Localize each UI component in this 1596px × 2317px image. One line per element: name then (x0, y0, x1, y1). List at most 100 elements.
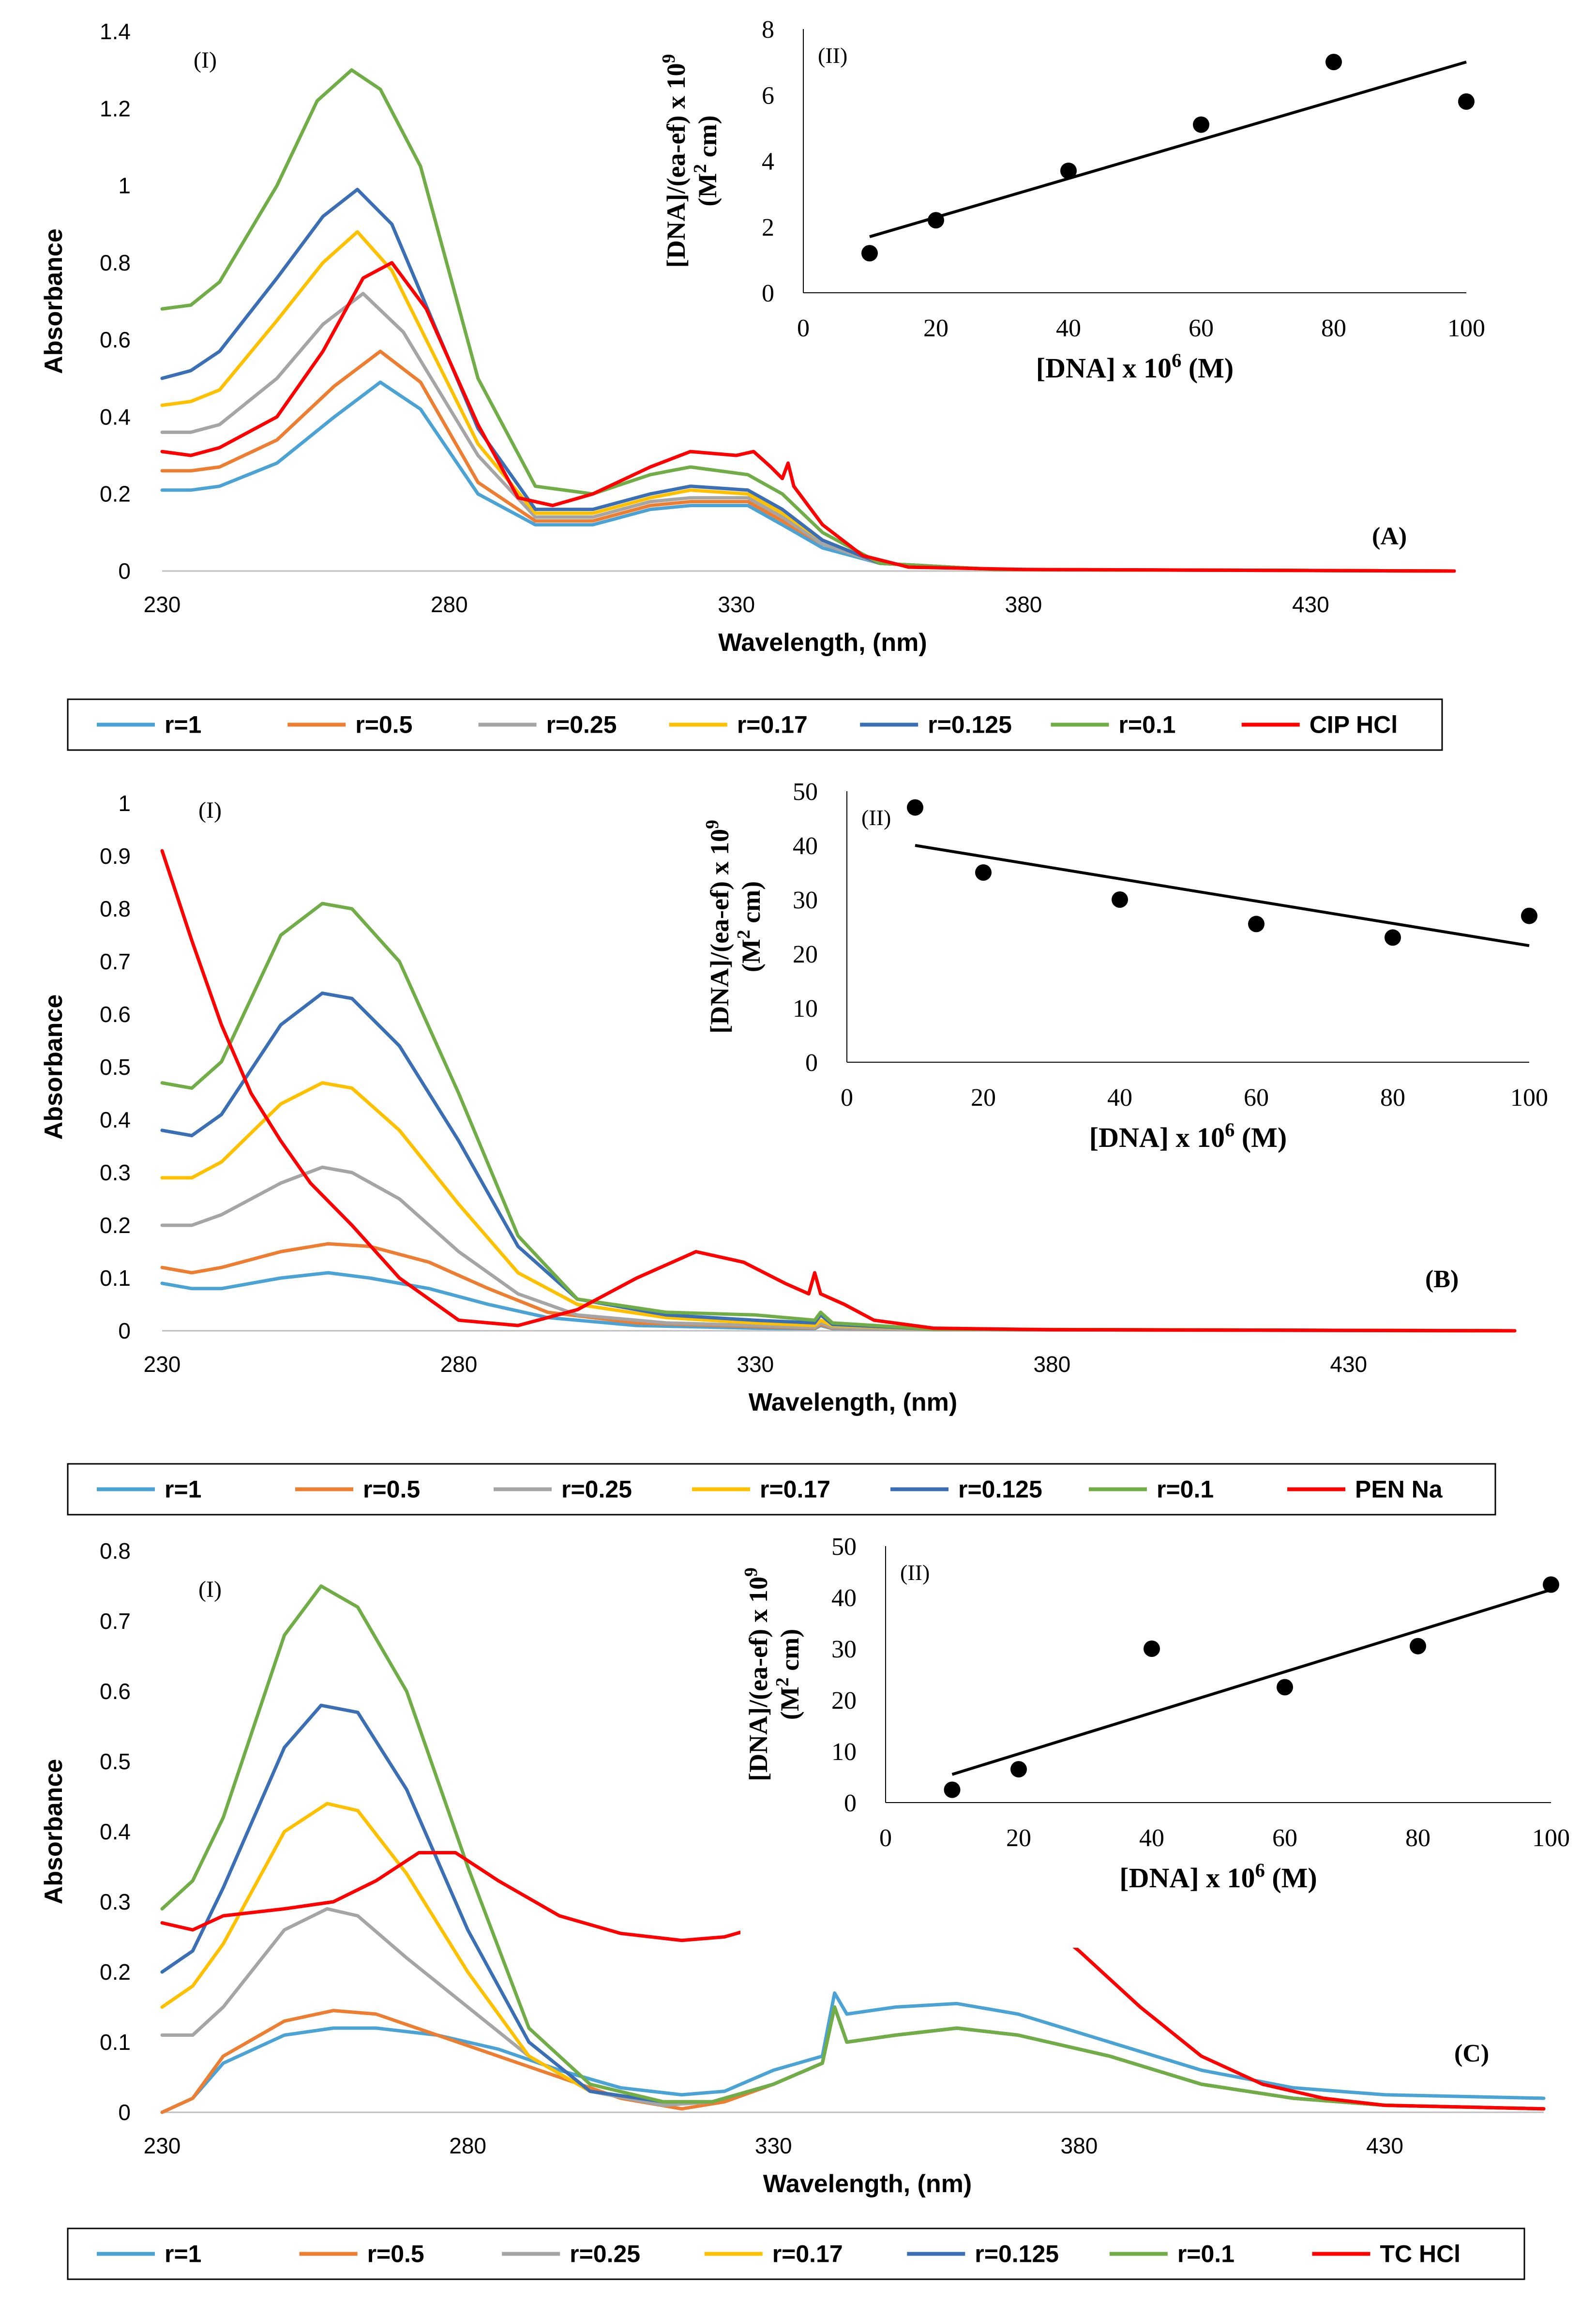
series-line-r-0-5 (160, 1242, 1517, 1333)
legend-entry-label: PEN Na (1355, 1476, 1443, 1503)
inset-x-tick-label: 0 (841, 1084, 853, 1112)
inset-x-tick-label: 40 (1139, 1824, 1164, 1852)
inset-background (658, 24, 1471, 438)
x-tick-label: 380 (1061, 2133, 1098, 2158)
inset-y-axis-title: [DNA]/(ea-ef) x 109 (741, 1567, 773, 1781)
series-line-r-0-125 (160, 188, 1456, 573)
x-axis-title: Wavelength, (nm) (718, 629, 927, 657)
inset-y-tick-label: 2 (762, 214, 774, 241)
panel-label: (B) (1425, 1265, 1459, 1293)
series-line-r-1 (160, 1991, 1546, 2114)
legend-entry-label: r=0.1 (1177, 2241, 1235, 2268)
legend-entry-label: r=0.5 (367, 2241, 424, 2268)
legend-entry-label: r=0.17 (772, 2241, 843, 2268)
legend-entry-label: r=0.5 (363, 1476, 420, 1503)
series-line-r-0-5 (160, 2005, 1546, 2114)
legend-entry-label: r=0.17 (737, 711, 808, 738)
y-tick-label: 0 (118, 2100, 131, 2125)
inset-data-point (1248, 916, 1265, 933)
inset-data-point (1112, 891, 1128, 908)
series-line-r-1 (160, 380, 1456, 573)
x-tick-label: 330 (737, 1352, 774, 1377)
main-plot-label: (I) (198, 1577, 222, 1602)
inset-y-tick-label: 20 (793, 941, 818, 968)
y-tick-label: 1.2 (100, 96, 131, 121)
series-line-r-0-1 (160, 68, 1456, 573)
y-tick-label: 0 (118, 1318, 131, 1343)
y-tick-label: 0 (118, 558, 131, 584)
inset-label: (II) (900, 1560, 930, 1585)
y-tick-label: 0.2 (100, 1213, 131, 1238)
y-tick-label: 0.5 (100, 1054, 131, 1080)
x-tick-label: 280 (431, 592, 468, 617)
legend-entry-label: r=0.5 (355, 711, 412, 738)
inset-y-tick-label: 20 (831, 1687, 857, 1715)
y-tick-label: 0.5 (100, 1749, 131, 1774)
x-tick-label: 330 (718, 592, 755, 617)
legend-entry-label: r=0.1 (1118, 711, 1175, 738)
inset-x-tick-label: 60 (1244, 1084, 1269, 1112)
x-tick-label: 230 (144, 1352, 181, 1377)
inset-x-tick-label: 20 (923, 315, 949, 342)
inset-y-axis-unit: (M2 cm) (734, 881, 766, 972)
legend-entry-label: r=0.17 (760, 1476, 830, 1503)
inset-data-point (1193, 116, 1209, 133)
inset-y-tick-label: 0 (762, 280, 774, 307)
main-plot-label: (I) (198, 797, 222, 823)
x-tick-label: 280 (449, 2133, 486, 2158)
inset-x-tick-label: 80 (1405, 1824, 1430, 1852)
inset-data-point (1010, 1761, 1027, 1778)
series-line-r-0-25 (160, 1165, 1517, 1333)
x-tick-label: 430 (1330, 1352, 1367, 1377)
inset-data-point (1144, 1640, 1160, 1657)
inset-x-axis-title: [DNA] x 106 (M) (1119, 1859, 1317, 1894)
legend-entry-label: r=0.1 (1157, 1476, 1214, 1503)
y-tick-label: 0.4 (100, 1819, 131, 1844)
y-tick-label: 0.8 (100, 896, 131, 921)
inset-data-point (1458, 93, 1475, 110)
main-plot-label: (I) (194, 47, 217, 73)
inset-y-axis-title: [DNA]/(ea-ef) x 109 (659, 54, 691, 268)
legend: r=1 r=0.5 r=0.25 r=0.17 r=0.125 r=0.1 TC HCl (67, 2227, 1525, 2280)
inset-x-tick-label: 100 (1510, 1084, 1548, 1112)
inset-plot: 0 10 20 30 40 50 0 20 40 60 80 100 (II) [DNA] x 106 (… (702, 778, 1548, 1207)
inset-data-point (861, 245, 878, 262)
y-tick-label: 1.4 (100, 19, 131, 44)
inset-x-tick-label: 60 (1272, 1824, 1297, 1852)
inset-x-tick-label: 80 (1321, 315, 1346, 342)
inset-x-tick-label: 100 (1532, 1824, 1570, 1852)
inset-y-tick-label: 0 (844, 1790, 857, 1817)
inset-y-tick-label: 40 (793, 832, 818, 860)
inset-data-point (1543, 1576, 1559, 1593)
inset-y-tick-label: 4 (762, 148, 774, 176)
inset-y-tick-label: 8 (762, 16, 774, 44)
inset-data-point (907, 799, 923, 816)
y-axis-title: Absorbance (40, 228, 68, 374)
y-tick-label: 0.1 (100, 2030, 131, 2055)
inset-x-tick-label: 80 (1380, 1084, 1405, 1112)
x-tick-label: 430 (1366, 2133, 1403, 2158)
y-tick-label: 1 (118, 791, 131, 816)
inset-x-tick-label: 20 (1006, 1824, 1031, 1852)
series-line-r-0-25 (160, 292, 1456, 573)
inset-y-tick-label: 0 (805, 1049, 818, 1077)
inset-x-tick-label: 40 (1107, 1084, 1132, 1112)
x-tick-label: 230 (144, 592, 181, 617)
legend-box (67, 2227, 1525, 2280)
inset-y-tick-label: 6 (762, 82, 774, 109)
panel-label: (C) (1454, 2040, 1489, 2067)
inset-data-point (928, 212, 944, 229)
inset-x-axis-title: [DNA] x 106 (M) (1036, 349, 1234, 384)
inset-y-tick-label: 50 (831, 1533, 857, 1561)
inset-background (740, 1541, 1556, 1948)
inset-plot: 0 10 20 30 40 50 0 20 40 60 80 100 (II) [DNA] x 106 (… (740, 1533, 1570, 1948)
legend-entry-label: r=0.125 (928, 711, 1012, 738)
inset-y-tick-label: 50 (793, 778, 818, 806)
y-axis-title: Absorbance (40, 1759, 68, 1905)
legend-entry-label: r=0.125 (975, 2241, 1059, 2268)
series-line-r-0-1 (160, 902, 1517, 1333)
y-tick-label: 0.1 (100, 1265, 131, 1291)
inset-x-tick-label: 40 (1056, 315, 1081, 342)
